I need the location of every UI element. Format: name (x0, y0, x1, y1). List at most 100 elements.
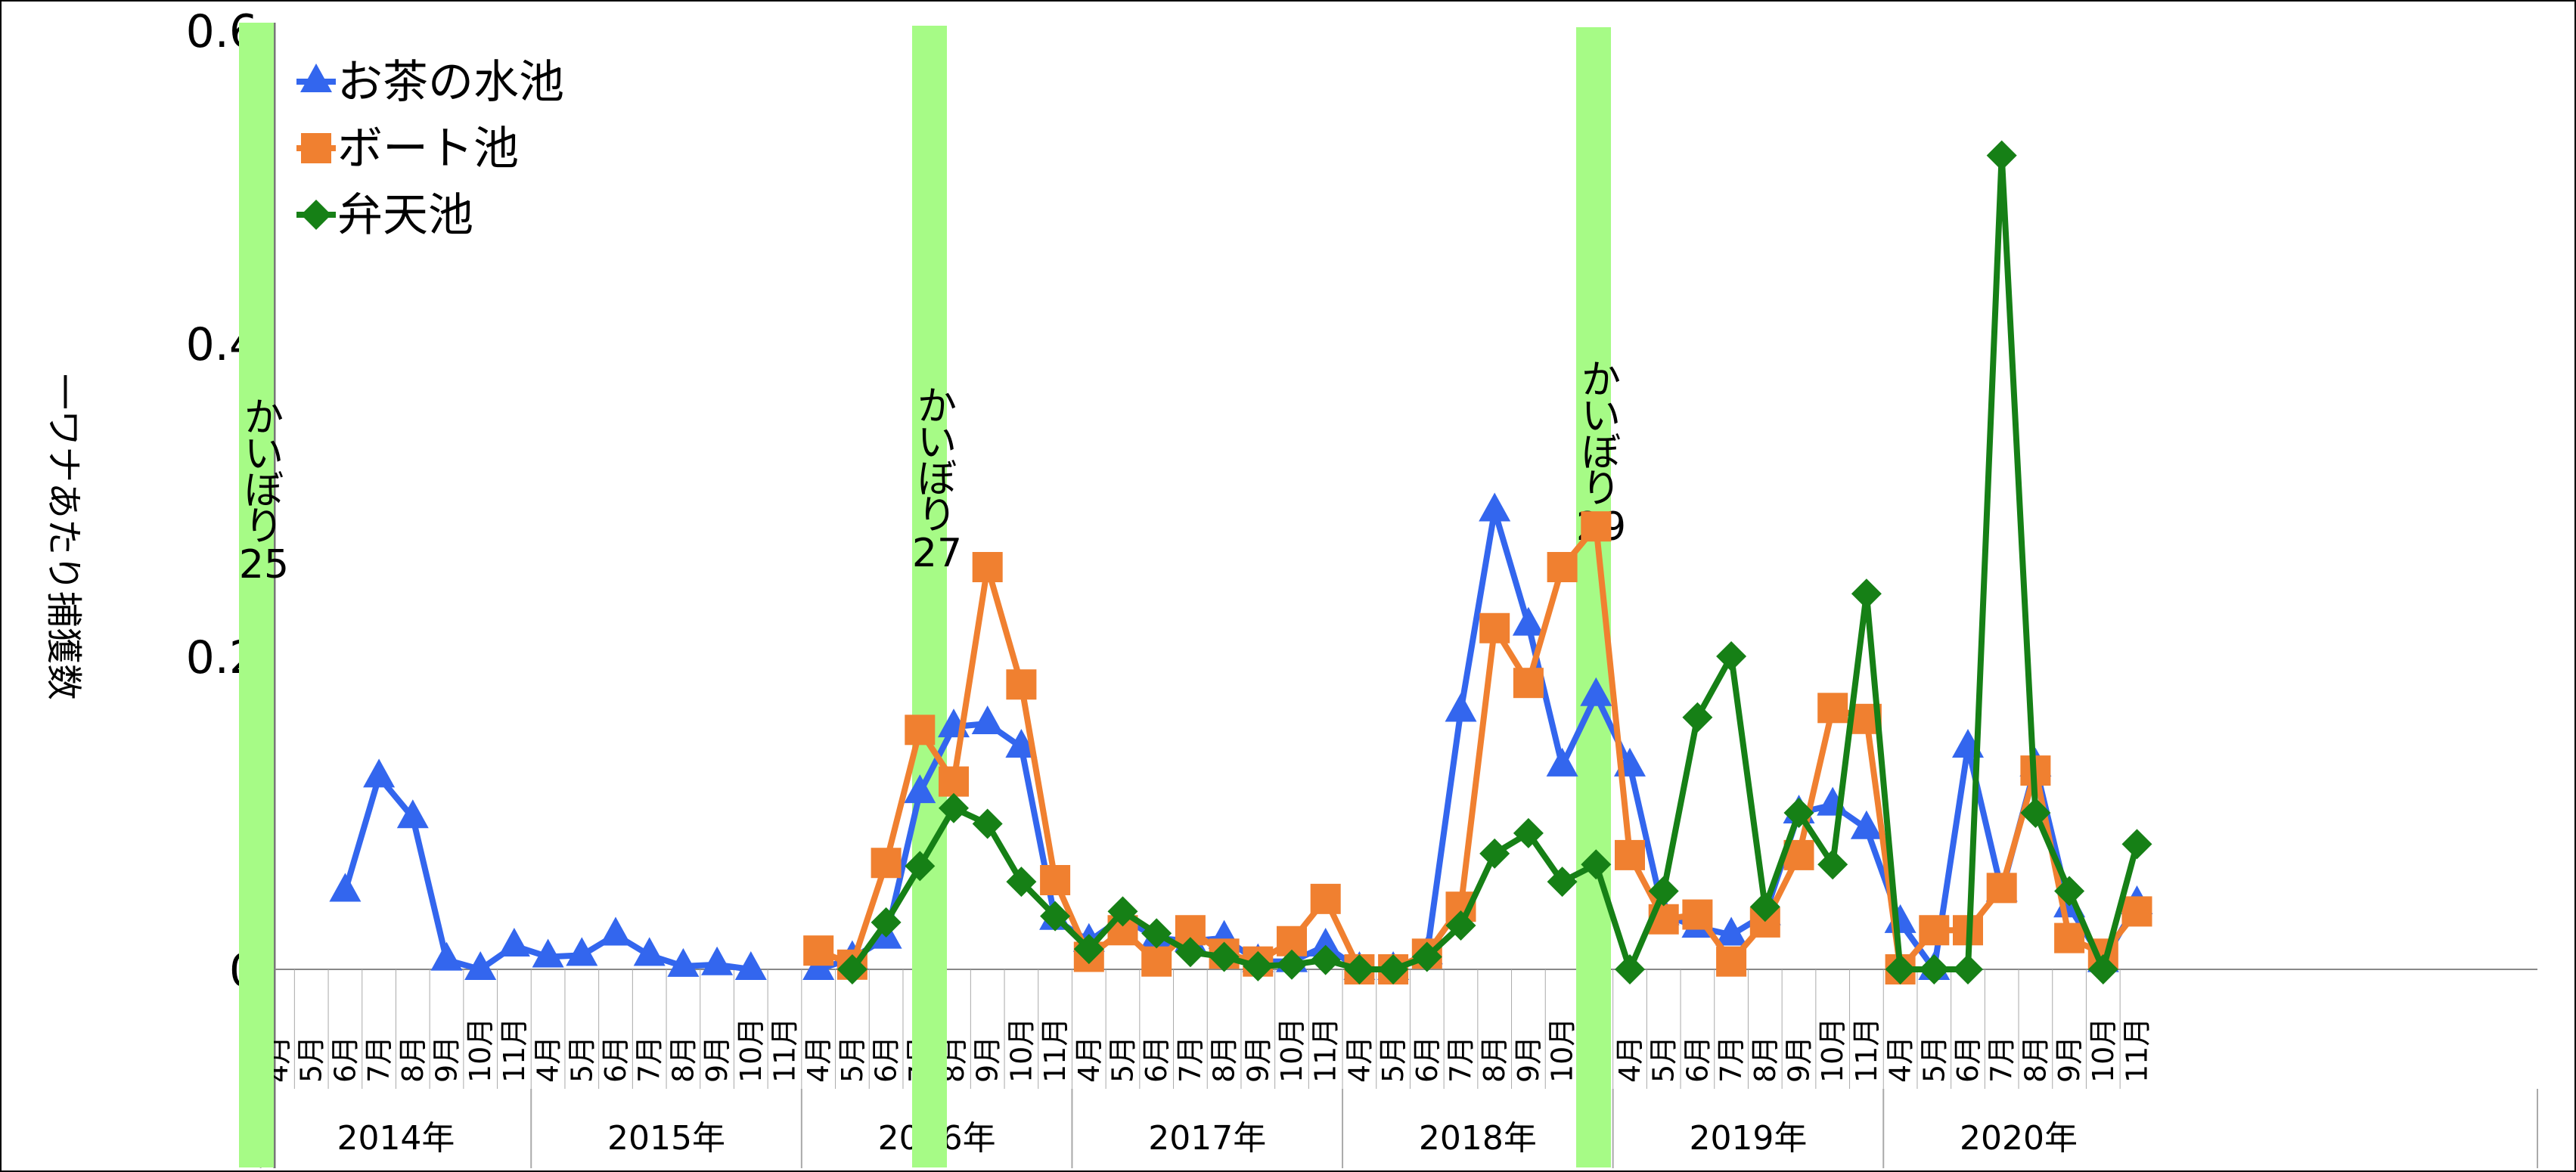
data-point (1885, 954, 1916, 984)
data-point (1445, 693, 1477, 722)
month-label: 7月 (362, 1036, 396, 1083)
data-point (1682, 702, 1713, 733)
month-label: 5月 (1647, 1036, 1681, 1083)
series-3 (836, 140, 2152, 984)
data-point (1073, 934, 1104, 965)
month-label: 10月 (464, 1018, 497, 1083)
legend-marker (300, 64, 332, 92)
data-point (1615, 839, 1645, 870)
data-point (1310, 883, 1341, 914)
kaibori-char: り (1581, 467, 1621, 512)
data-point (464, 951, 497, 980)
month-label: 10月 (1816, 1018, 1849, 1083)
month-label: 8月 (396, 1036, 430, 1083)
data-point (1378, 954, 1409, 984)
data-point (1040, 865, 1071, 896)
data-point (2121, 896, 2152, 927)
data-point (1648, 876, 1679, 907)
data-point (1411, 941, 1442, 972)
month-label: 8月 (1208, 1036, 1241, 1083)
data-point (2054, 922, 2085, 953)
data-point (905, 851, 936, 882)
kaibori-char: ぼ (244, 468, 284, 513)
month-label: 7月 (1985, 1036, 2019, 1083)
month-label: 9月 (1783, 1036, 1816, 1083)
kaibori-char: い (917, 420, 957, 466)
data-point (1512, 606, 1544, 636)
data-point (1783, 798, 1814, 828)
month-label: 5月 (1376, 1036, 1410, 1083)
month-label: 6月 (1140, 1036, 1173, 1083)
month-label: 7月 (1174, 1036, 1207, 1083)
month-label: 8月 (666, 1036, 700, 1083)
data-point (972, 552, 1003, 583)
month-label: 5月 (1917, 1036, 1951, 1083)
kaibori-char: り (244, 504, 284, 550)
data-point (1581, 849, 1612, 880)
data-point (1445, 910, 1476, 941)
month-label: 6月 (599, 1036, 632, 1083)
series-2 (803, 511, 2152, 984)
month-label: 9月 (971, 1036, 1004, 1083)
data-point (1141, 946, 1172, 977)
kaibori-number: 27 (912, 531, 962, 576)
legend-marker (301, 133, 331, 163)
plot-area: 00.20.40.64月5月6月7月8月9月10月11月4月5月6月7月8月9月… (186, 5, 2538, 1168)
kaibori-bar (239, 23, 274, 1167)
month-label: 7月 (1445, 1036, 1478, 1083)
data-point (1479, 838, 1510, 869)
data-point (1986, 140, 2017, 171)
kaibori-bar (912, 26, 947, 1167)
month-label: 4月 (1072, 1036, 1106, 1083)
data-point (871, 907, 902, 938)
data-point (1141, 918, 1172, 949)
kaibori-char: ぼ (1581, 430, 1621, 476)
month-label: 5月 (565, 1036, 598, 1083)
month-label: 11月 (768, 1018, 802, 1083)
data-point (1309, 927, 1342, 957)
data-point (1850, 810, 1882, 839)
month-label: 10月 (1546, 1018, 1579, 1083)
month-label: 11月 (498, 1018, 531, 1083)
data-point (803, 935, 834, 966)
data-point (1716, 946, 1747, 977)
month-label: 6月 (1681, 1036, 1714, 1083)
data-point (329, 873, 362, 902)
data-point (905, 715, 936, 746)
data-point (1986, 873, 2017, 904)
data-point (1580, 677, 1612, 706)
data-point (532, 938, 564, 968)
year-label: 2020年 (1960, 1119, 2078, 1158)
kaibori-char: い (1581, 394, 1621, 439)
data-point (1513, 668, 1544, 699)
data-point (971, 705, 1004, 735)
data-point (363, 758, 396, 788)
data-point (1479, 612, 1510, 643)
month-label: 9月 (700, 1036, 734, 1083)
month-label: 6月 (328, 1036, 362, 1083)
data-point (1919, 915, 1950, 946)
data-point (1546, 747, 1578, 777)
data-point (1953, 954, 1983, 984)
data-point (566, 937, 598, 966)
month-label: 6月 (1411, 1036, 1444, 1083)
data-point (1716, 641, 1747, 671)
legend-marker (301, 200, 331, 230)
kaibori-char: か (917, 384, 957, 429)
legend-label: ボート池 (337, 122, 519, 175)
data-point (600, 916, 632, 946)
month-label: 9月 (1241, 1036, 1274, 1083)
data-point (1107, 896, 1138, 927)
year-label: 2019年 (1689, 1119, 1807, 1158)
year-label: 2015年 (607, 1119, 725, 1158)
data-point (1175, 937, 1206, 968)
data-point (734, 951, 767, 980)
data-point (1749, 891, 1780, 922)
month-label: 11月 (1309, 1018, 1342, 1083)
data-point (2087, 954, 2118, 984)
data-point (1547, 552, 1578, 583)
data-point (430, 941, 463, 971)
month-label: 6月 (1951, 1036, 1985, 1083)
data-point (498, 927, 530, 957)
